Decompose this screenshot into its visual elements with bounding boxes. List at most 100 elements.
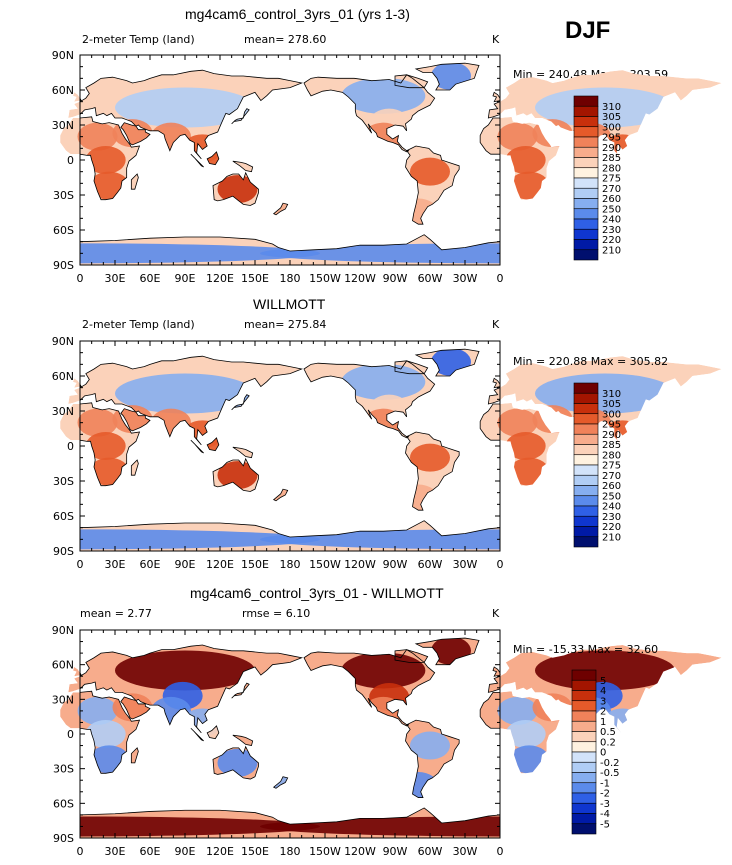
colorbar-label: 280 <box>602 163 621 174</box>
lon-label: 0 <box>497 558 504 571</box>
colorbar-box <box>573 95 599 107</box>
panel-3-mean: mean = 2.77 <box>80 607 152 620</box>
region-north-america <box>0 78 5 114</box>
colorbar-box <box>573 157 599 169</box>
region-arabia <box>112 405 153 434</box>
lon-label: 150E <box>241 272 269 285</box>
lat-label: 0 <box>67 728 74 741</box>
coast-madagascar <box>130 747 139 764</box>
panel-2-variable-label: 2-meter Temp (land) <box>82 318 195 331</box>
coast-arabia <box>120 408 151 432</box>
lon-label: 150E <box>241 845 269 858</box>
lon-label: 150E <box>241 558 269 571</box>
land-uk <box>73 92 82 102</box>
lat-label: 90S <box>53 259 74 272</box>
colorbar-box <box>571 761 597 773</box>
lon-label: 90W <box>383 558 408 571</box>
colorbar-box <box>573 536 599 548</box>
colorbar-box <box>571 782 597 794</box>
colorbar-box <box>573 167 599 179</box>
panel-1-land <box>0 63 722 265</box>
coast-eurasia <box>80 355 304 446</box>
colorbar-label: 1 <box>600 717 606 728</box>
colorbar-label: -0.2 <box>600 758 620 769</box>
lon-label: 60W <box>418 272 443 285</box>
region-arabia <box>532 405 573 434</box>
colorbar-box <box>571 772 597 784</box>
region-north-america <box>341 363 426 400</box>
land-newguinea <box>232 735 253 746</box>
lat-label: 30N <box>52 405 74 418</box>
panel-3-coastlines <box>80 637 500 838</box>
colorbar-box <box>573 413 599 425</box>
colorbar-label: 0.5 <box>600 727 616 738</box>
region-new-zealand <box>680 481 721 509</box>
colorbar-label: 285 <box>602 153 621 164</box>
lat-label: 90N <box>52 335 74 348</box>
panel-1-coastlines <box>80 62 500 265</box>
region-north-america <box>0 364 5 400</box>
colorbar-label: 210 <box>602 532 621 543</box>
colorbar-label: 240 <box>602 502 621 513</box>
colorbar-box <box>571 802 597 814</box>
lon-label: 150W <box>309 845 341 858</box>
lon-label: 120E <box>206 272 234 285</box>
region-north-africa <box>497 122 538 151</box>
colorbar-box <box>571 731 597 743</box>
colorbar-box <box>571 710 597 722</box>
coast-japan <box>231 394 250 411</box>
region-north-africa <box>77 408 118 437</box>
colorbar-label: 295 <box>602 420 621 431</box>
coast-sumatra <box>190 153 204 168</box>
colorbar-label: 310 <box>602 389 621 400</box>
panel-3-land <box>60 638 722 838</box>
coast-samerica <box>405 431 460 511</box>
colorbar-box <box>573 218 599 230</box>
region-central-africa <box>85 720 126 748</box>
colorbar-box <box>573 116 599 128</box>
colorbar-box <box>571 792 597 804</box>
colorbar-box <box>571 720 597 732</box>
coast-uk <box>492 666 500 677</box>
lon-label: 30W <box>453 272 478 285</box>
colorbar-label: 0 <box>600 748 606 759</box>
lon-label: 30E <box>105 845 126 858</box>
panel-3-minmax: Min = -15.33 Max = 32.60 <box>513 643 659 656</box>
coast-newguinea <box>232 160 254 173</box>
region-central-africa <box>85 146 126 174</box>
colorbar-box <box>571 813 597 825</box>
lat-label: 90N <box>52 624 74 637</box>
colorbar-box <box>573 454 599 466</box>
region-maritime-continent <box>194 434 235 463</box>
region-india <box>151 122 191 151</box>
lon-label: 0 <box>77 558 84 571</box>
region-antarctica <box>260 529 722 550</box>
colorbar-label: 240 <box>602 215 621 226</box>
colorbar-box <box>571 679 597 691</box>
colorbar-box <box>573 403 599 415</box>
region-south-america <box>410 731 450 760</box>
lon-label: 120W <box>344 272 376 285</box>
coast-greenland <box>414 348 480 377</box>
colorbar-box <box>573 146 599 158</box>
region-southern-africa <box>509 745 550 774</box>
colorbar-label: -5 <box>600 819 610 830</box>
coast-borneo <box>206 437 220 452</box>
colorbar-box <box>573 464 599 476</box>
colorbar-label: 3 <box>600 696 606 707</box>
panel-2-mean: mean= 275.84 <box>244 318 327 331</box>
lat-label: 60N <box>52 659 74 672</box>
region-patagonia <box>0 485 18 513</box>
region-north-africa <box>497 696 538 725</box>
colorbar-label: 220 <box>602 235 621 246</box>
region-maritime-continent <box>614 722 655 751</box>
region-new-zealand <box>260 481 301 509</box>
lon-label: 30W <box>453 558 478 571</box>
panel-2-title: WILLMOTT <box>253 296 326 312</box>
region-new-zealand <box>680 195 721 223</box>
land-madagascar <box>131 747 139 763</box>
region-india <box>151 408 191 437</box>
region-greenland <box>431 638 471 665</box>
